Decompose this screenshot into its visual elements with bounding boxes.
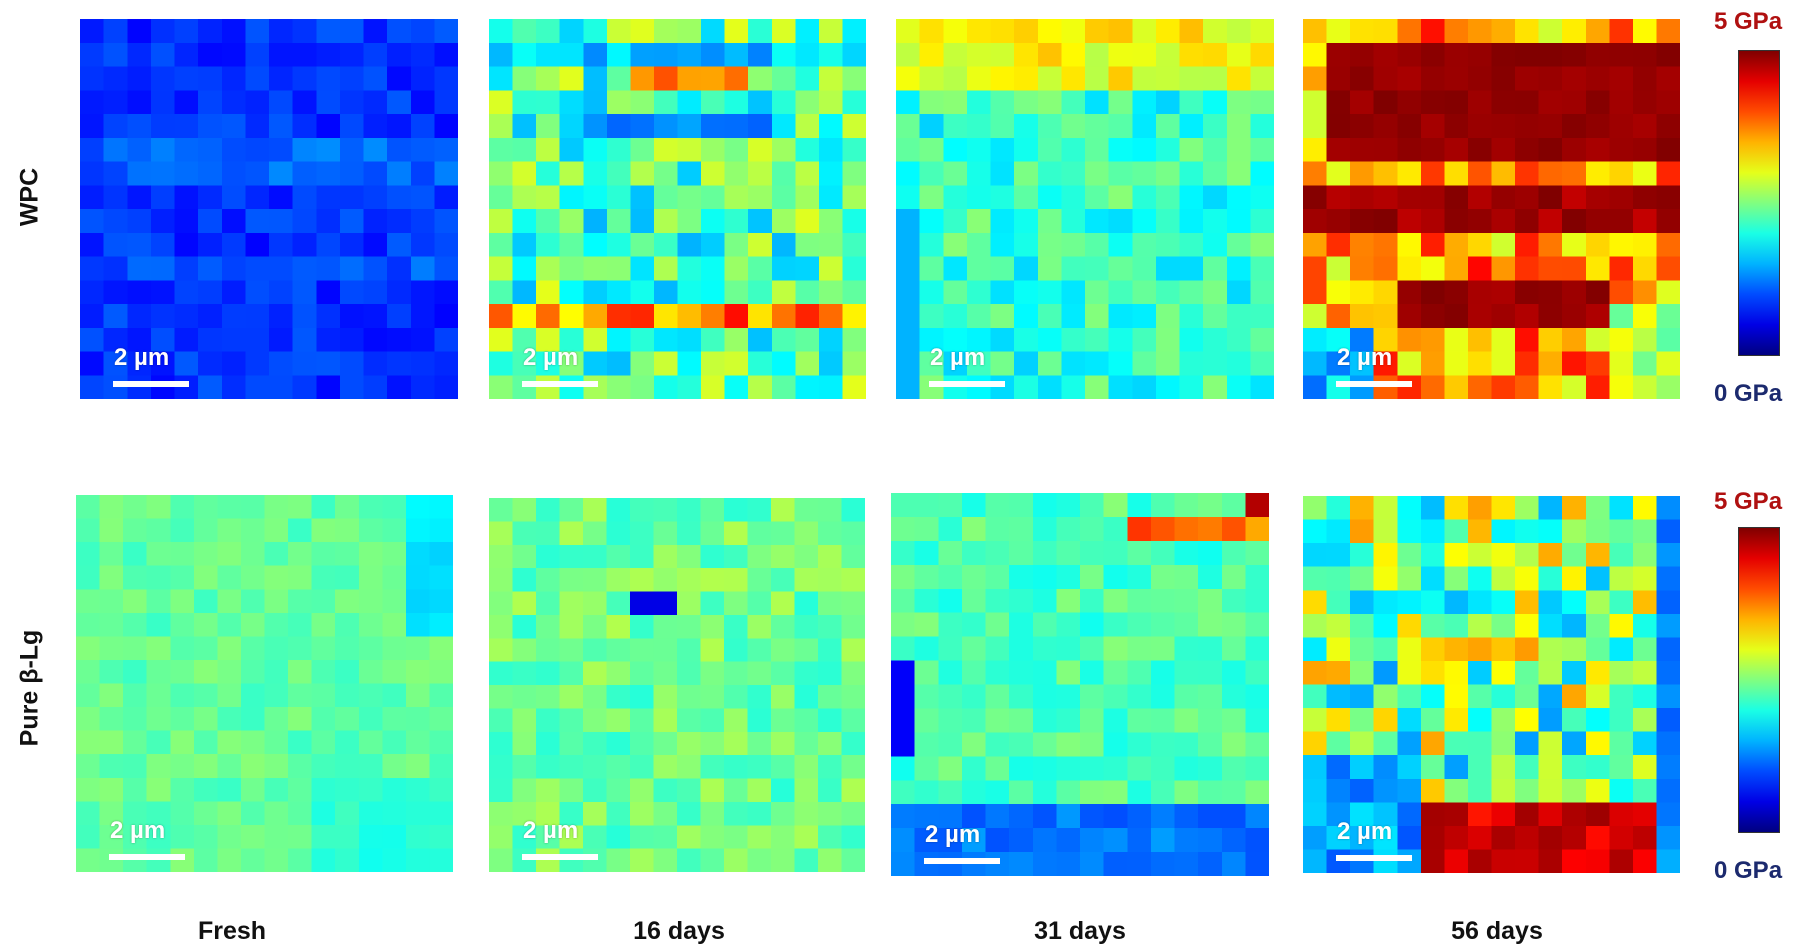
column-label-31-days: 31 days (1034, 917, 1126, 945)
map-wpc-fresh-canvas (80, 19, 458, 399)
scale-bar-label: 2 µm (523, 344, 579, 371)
column-label-16-days: 16 days (633, 917, 725, 945)
map-wpc-16-days: 2 µm (489, 19, 866, 399)
map-wpc-fresh: 2 µm (80, 19, 458, 399)
column-label-fresh: Fresh (197, 917, 267, 945)
scale-bar (929, 381, 1005, 387)
map-wpc-56-days-canvas (1303, 19, 1680, 399)
map-beta-lg-fresh-canvas (76, 495, 453, 872)
scale-bar (1336, 855, 1412, 861)
scale-bar (109, 854, 185, 860)
map-wpc-56-days: 2 µm (1303, 19, 1680, 399)
colorbar-min-label: 0 GPa (1714, 380, 1783, 407)
scale-bar-label: 2 µm (114, 344, 170, 371)
scale-bar (522, 381, 598, 387)
scale-bar-label: 2 µm (1337, 344, 1393, 371)
row-label-pure-beta-lg: Pure β-Lg (15, 629, 44, 747)
scale-bar-label: 2 µm (925, 821, 981, 848)
map-beta-lg-31-days-canvas (891, 493, 1269, 876)
scale-bar (522, 854, 598, 860)
scale-bar-label: 2 µm (523, 817, 579, 844)
map-beta-lg-56-days-canvas (1303, 496, 1680, 873)
scale-bar-label: 2 µm (110, 817, 166, 844)
map-beta-lg-31-days: 2 µm (891, 493, 1269, 876)
row-label-wpc: WPC (15, 167, 44, 227)
colorbar-beta-lg (1738, 527, 1780, 833)
map-beta-lg-56-days: 2 µm (1303, 496, 1680, 873)
colorbar-wpc (1738, 50, 1780, 356)
map-beta-lg-16-days: 2 µm (489, 498, 865, 872)
column-label-56-days: 56 days (1451, 917, 1543, 945)
map-wpc-16-days-canvas (489, 19, 866, 399)
scale-bar (113, 381, 189, 387)
map-wpc-31-days: 2 µm (896, 19, 1274, 399)
scale-bar (1336, 381, 1412, 387)
map-wpc-31-days-canvas (896, 19, 1274, 399)
map-beta-lg-16-days-canvas (489, 498, 865, 872)
colorbar-max-label: 5 GPa (1714, 488, 1783, 515)
scale-bar-label: 2 µm (1337, 818, 1393, 845)
colorbar-max-label: 5 GPa (1714, 8, 1783, 35)
colorbar-min-label: 0 GPa (1714, 857, 1783, 884)
scale-bar-label: 2 µm (930, 344, 986, 371)
scale-bar (924, 858, 1000, 864)
map-beta-lg-fresh: 2 µm (76, 495, 453, 872)
